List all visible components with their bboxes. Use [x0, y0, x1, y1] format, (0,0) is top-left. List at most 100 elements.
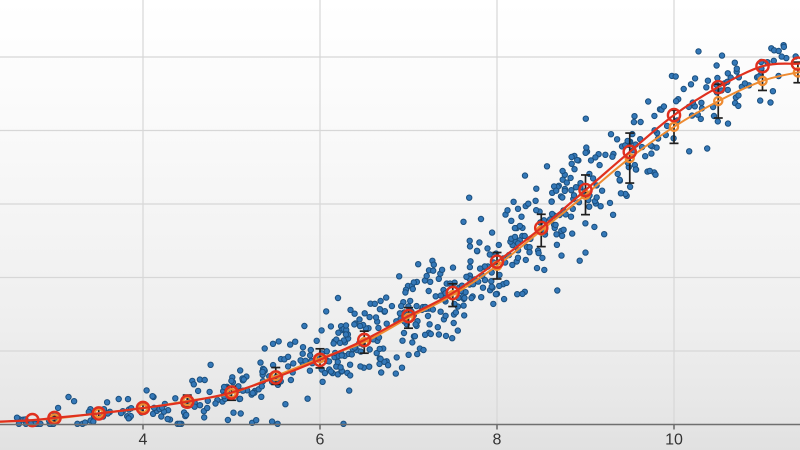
- scatter-point: [672, 98, 680, 105]
- scatter-point: [516, 222, 524, 230]
- scatter-point: [366, 313, 373, 321]
- observed-marker: [668, 121, 680, 133]
- scatter-point: [598, 187, 606, 194]
- scatter-point: [204, 404, 211, 412]
- scatter-point: [437, 308, 444, 315]
- scatter-point: [393, 354, 400, 361]
- scatter-point: [240, 376, 248, 383]
- scatter-point: [307, 346, 314, 354]
- scatter-point: [284, 363, 292, 370]
- gridlines: [0, 0, 800, 425]
- scatter-point: [613, 136, 621, 143]
- scatter-point: [427, 330, 434, 338]
- fit-marker: [91, 406, 107, 421]
- scatter-point: [553, 241, 561, 249]
- scatter-point: [103, 399, 111, 406]
- scatter-point: [381, 308, 389, 315]
- scatter-point: [741, 80, 749, 87]
- scatter-point: [698, 99, 705, 107]
- scatter-point: [400, 329, 408, 337]
- scatter-point: [402, 289, 409, 296]
- scatter-point: [558, 252, 565, 259]
- scatter-point: [582, 249, 589, 256]
- scatter-point: [492, 291, 500, 298]
- scatter-point: [514, 291, 521, 298]
- scatter-point: [284, 353, 292, 360]
- scatter-point: [54, 404, 62, 412]
- scatter-point: [477, 215, 485, 223]
- scatter-point: [587, 157, 595, 164]
- scatter-point: [535, 249, 542, 257]
- scatter-point: [466, 243, 474, 250]
- scatter-point: [437, 292, 444, 299]
- scatter-point: [651, 112, 658, 120]
- scatter-point: [646, 167, 653, 175]
- scatter-point: [335, 329, 342, 336]
- scatter-point: [435, 331, 443, 338]
- scatter-point: [569, 230, 576, 237]
- scatter-point: [206, 388, 213, 396]
- scatter-point: [571, 166, 578, 173]
- scatter-point: [602, 151, 609, 159]
- scatter-point: [543, 163, 551, 170]
- scatter-point: [572, 184, 580, 191]
- scatter-point: [442, 312, 449, 319]
- scatter-point: [351, 310, 358, 317]
- scatter-point: [425, 287, 432, 295]
- scatter-point: [410, 279, 417, 286]
- scatter-point: [426, 321, 433, 328]
- scatter-point: [735, 102, 742, 110]
- scatter-point: [319, 378, 326, 385]
- scatter-point: [521, 232, 528, 240]
- scatter-point: [490, 300, 497, 308]
- scatter-point: [589, 175, 597, 182]
- fit-marker: [312, 352, 328, 368]
- scatter-point: [770, 57, 777, 64]
- scatter-point: [616, 176, 623, 184]
- scatter-point: [495, 241, 502, 249]
- scatter-point: [609, 153, 616, 160]
- scatter-point: [434, 324, 441, 331]
- scatter-point: [454, 327, 461, 334]
- observed-marker: [757, 75, 768, 87]
- scatter-point: [508, 217, 515, 225]
- scatter-point: [124, 395, 132, 403]
- scatter-point: [348, 351, 355, 358]
- scatter-point: [596, 161, 603, 169]
- scatter-point: [257, 359, 264, 366]
- scatter-point: [164, 415, 171, 423]
- scatter-point: [258, 393, 265, 400]
- scatter-point: [65, 393, 72, 401]
- scatter-point: [420, 346, 427, 354]
- scatter-point: [648, 150, 655, 157]
- scatter-point: [548, 198, 555, 205]
- scatter-point: [630, 118, 638, 126]
- scatter-point: [347, 372, 354, 379]
- fit-series: [0, 56, 800, 428]
- scatter-point: [292, 338, 299, 345]
- scatter-point: [775, 47, 782, 55]
- scatter-point: [361, 310, 368, 317]
- scatter-point: [703, 84, 710, 91]
- scatter-point: [430, 261, 437, 268]
- scatter-point: [687, 81, 695, 88]
- scatter-point: [372, 314, 380, 321]
- scatter-point: [632, 166, 639, 173]
- scatter-point: [299, 350, 306, 357]
- scatter-point: [582, 149, 589, 157]
- scatter-point: [509, 261, 516, 269]
- scatter-point: [383, 320, 390, 327]
- scatter-point: [337, 364, 344, 371]
- scatter-point: [582, 115, 589, 122]
- fit-marker: [179, 394, 195, 410]
- scatter-point: [172, 395, 179, 402]
- scatter-point: [460, 302, 467, 309]
- scatter-point: [398, 364, 406, 371]
- scatter-point: [318, 327, 325, 334]
- scatter-point: [442, 332, 450, 340]
- scatter-point: [183, 411, 190, 419]
- scatter-point: [704, 145, 711, 152]
- scatter-point: [593, 194, 600, 201]
- scatter-point: [463, 273, 470, 280]
- scatter-point: [570, 192, 578, 199]
